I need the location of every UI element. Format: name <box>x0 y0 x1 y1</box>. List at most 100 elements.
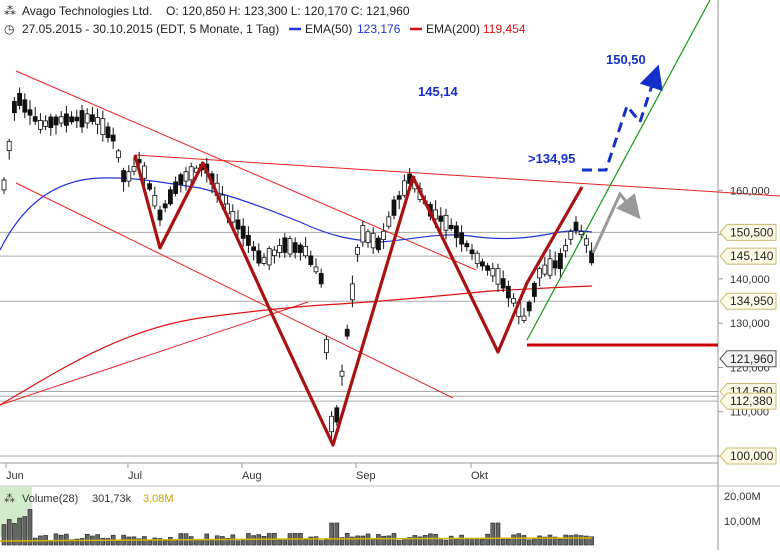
candle-body <box>485 265 491 271</box>
ema50-line <box>0 177 593 251</box>
ema-lines <box>0 177 593 406</box>
candle <box>547 249 553 280</box>
candle <box>287 235 293 258</box>
candle <box>318 268 324 288</box>
candle-body <box>526 301 532 312</box>
candle <box>360 220 366 247</box>
candle-body <box>438 215 444 222</box>
horizontal-levels <box>0 231 718 457</box>
volume-bar <box>422 535 428 546</box>
uptrend-line <box>526 0 711 341</box>
candle <box>370 227 376 255</box>
candle <box>32 107 38 125</box>
volume-bar <box>360 535 366 546</box>
candle <box>152 186 158 210</box>
price-box-shape <box>719 247 777 265</box>
candle <box>64 105 69 133</box>
candle <box>589 242 594 266</box>
candle-body <box>558 253 563 269</box>
volume-value-2: 3,08M <box>143 493 174 505</box>
price-box-shape <box>719 350 777 368</box>
candle <box>339 364 345 386</box>
candle <box>334 405 340 426</box>
volume-bar <box>396 540 402 546</box>
volume-bar <box>578 535 584 546</box>
candle <box>469 243 475 260</box>
volume-bar <box>152 537 158 546</box>
candle-body <box>386 216 392 227</box>
candle <box>240 218 246 247</box>
volume-tick-10m: 10,00M <box>724 516 761 528</box>
candle-body <box>318 272 324 285</box>
trendline <box>15 70 477 271</box>
candle-body <box>11 100 17 114</box>
volume-bar <box>157 538 163 546</box>
candle-body <box>230 210 236 223</box>
volume-bar <box>443 539 449 546</box>
candle-body <box>375 237 381 251</box>
volume-bar <box>69 539 74 546</box>
clock-icon: ◷ <box>4 22 14 36</box>
volume-bar <box>329 522 334 546</box>
candle <box>381 223 387 249</box>
candle <box>95 108 100 134</box>
candle <box>573 215 579 235</box>
candle <box>495 263 501 293</box>
candle <box>17 87 23 110</box>
candle <box>323 335 329 360</box>
candle <box>131 157 137 176</box>
candle <box>235 210 241 236</box>
candle-body <box>401 180 407 196</box>
annotation-target-high: 150,50 <box>606 52 646 67</box>
candle <box>100 110 106 142</box>
candle-body <box>147 183 153 190</box>
volume-bar <box>428 533 433 546</box>
candle <box>526 300 532 317</box>
candle <box>79 105 85 133</box>
y-tick-label: 130,000 <box>730 318 770 330</box>
volume-bar <box>162 540 168 546</box>
candle-body <box>542 264 548 275</box>
zigzag-pattern <box>133 154 718 447</box>
candle-body <box>547 258 553 276</box>
volume-bar <box>584 535 589 546</box>
volume-bar <box>126 536 132 546</box>
projection-dashed-arrow <box>582 64 663 172</box>
volume-bar <box>438 539 444 546</box>
candle <box>448 218 454 232</box>
volume-bar <box>381 535 386 546</box>
candle <box>90 106 95 125</box>
candle <box>375 235 381 253</box>
volume-bar <box>568 535 574 546</box>
volume-bar <box>209 539 215 546</box>
candle <box>173 176 179 197</box>
candle <box>479 258 485 271</box>
candle <box>568 228 574 245</box>
price-box: 121,960 <box>719 350 777 368</box>
candle-body <box>157 209 163 221</box>
projection-gray-arrow <box>591 191 641 254</box>
volume-bar <box>521 535 527 546</box>
volume-bar <box>235 540 241 546</box>
trendline <box>15 182 454 399</box>
projection-arrows <box>582 64 663 254</box>
candle-body <box>100 118 106 135</box>
volume-bar <box>511 534 516 546</box>
volume-bar <box>506 538 511 546</box>
volume-average-line <box>0 537 593 542</box>
price-box: 134,950 <box>719 292 777 310</box>
volume-tick-20m: 20,00M <box>724 491 761 503</box>
volume-bar <box>454 538 459 546</box>
candle <box>563 238 568 258</box>
candle <box>147 181 153 192</box>
volume-header: ⁂ Volume(28) 301,73k 3,08M 20,00M 10,00M <box>4 491 761 528</box>
candle <box>542 256 548 277</box>
candle <box>121 167 126 192</box>
volume-bar <box>261 535 267 546</box>
price-box-label: 121,960 <box>730 352 774 366</box>
candle-body <box>443 214 449 231</box>
price-box-label: 145,140 <box>730 249 774 263</box>
candle-body <box>365 231 371 243</box>
x-tick-label: Jun <box>6 470 24 482</box>
